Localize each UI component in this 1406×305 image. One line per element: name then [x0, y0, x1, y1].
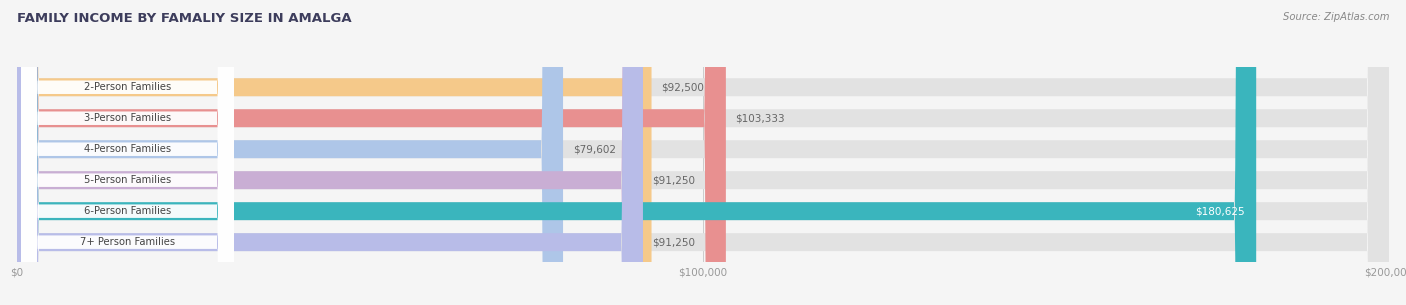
- Text: $91,250: $91,250: [652, 237, 696, 247]
- FancyBboxPatch shape: [17, 0, 1389, 305]
- Text: 7+ Person Families: 7+ Person Families: [80, 237, 174, 247]
- Text: 3-Person Families: 3-Person Families: [84, 113, 172, 123]
- FancyBboxPatch shape: [17, 0, 1389, 305]
- FancyBboxPatch shape: [17, 0, 1389, 305]
- Text: 6-Person Families: 6-Person Families: [84, 206, 172, 216]
- Text: $103,333: $103,333: [735, 113, 785, 123]
- Text: $180,625: $180,625: [1195, 206, 1246, 216]
- Text: $79,602: $79,602: [572, 144, 616, 154]
- FancyBboxPatch shape: [17, 0, 1256, 305]
- Text: Source: ZipAtlas.com: Source: ZipAtlas.com: [1282, 12, 1389, 22]
- Text: $92,500: $92,500: [661, 82, 704, 92]
- Text: FAMILY INCOME BY FAMALIY SIZE IN AMALGA: FAMILY INCOME BY FAMALIY SIZE IN AMALGA: [17, 12, 352, 25]
- FancyBboxPatch shape: [21, 0, 233, 305]
- FancyBboxPatch shape: [17, 0, 643, 305]
- Text: 4-Person Families: 4-Person Families: [84, 144, 172, 154]
- Text: 5-Person Families: 5-Person Families: [84, 175, 172, 185]
- FancyBboxPatch shape: [17, 0, 651, 305]
- FancyBboxPatch shape: [21, 0, 233, 305]
- Text: 2-Person Families: 2-Person Families: [84, 82, 172, 92]
- FancyBboxPatch shape: [17, 0, 725, 305]
- FancyBboxPatch shape: [17, 0, 1389, 305]
- Text: $91,250: $91,250: [652, 175, 696, 185]
- FancyBboxPatch shape: [21, 0, 233, 305]
- FancyBboxPatch shape: [17, 0, 1389, 305]
- FancyBboxPatch shape: [21, 0, 233, 305]
- FancyBboxPatch shape: [21, 0, 233, 305]
- FancyBboxPatch shape: [17, 0, 643, 305]
- FancyBboxPatch shape: [17, 0, 1389, 305]
- FancyBboxPatch shape: [17, 0, 562, 305]
- FancyBboxPatch shape: [21, 0, 233, 305]
